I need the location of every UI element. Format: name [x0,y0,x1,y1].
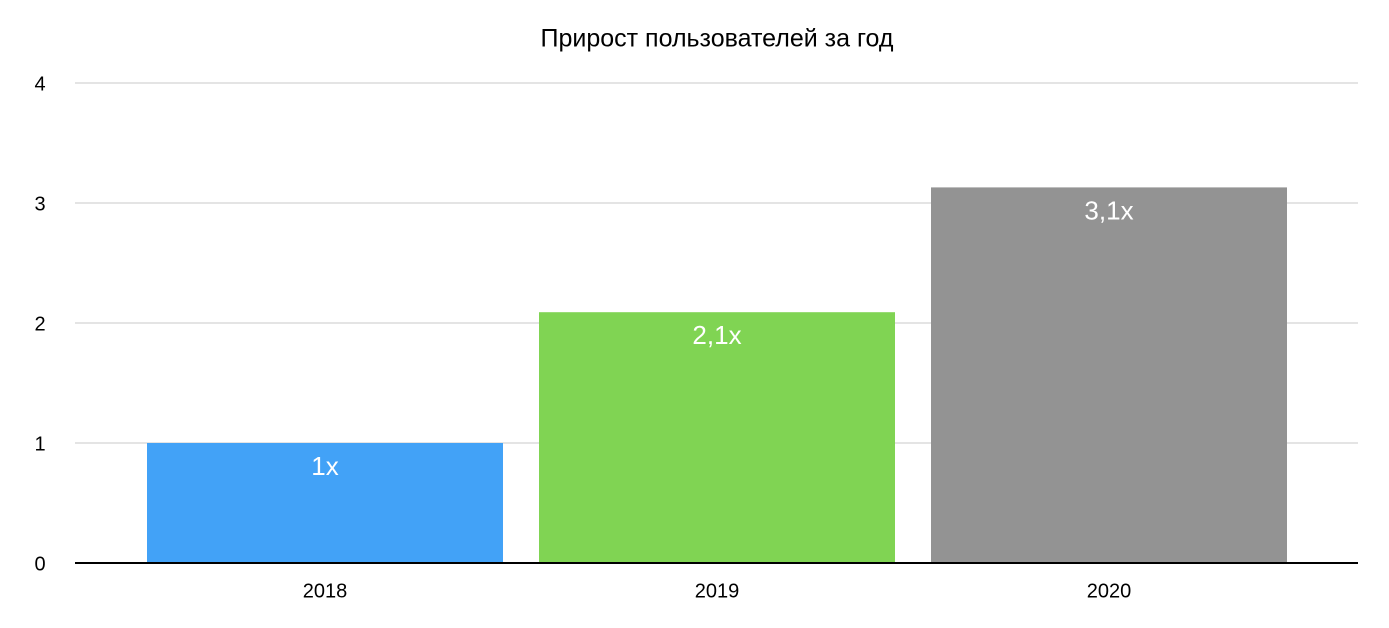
y-tick-label: 0 [34,553,45,575]
x-tick-label: 2020 [1087,580,1132,602]
chart-title: Прирост пользователей за год [541,25,894,53]
value-label: 2,1x [692,320,741,350]
value-label: 3,1x [1084,195,1133,225]
bar [147,443,503,563]
bar [931,187,1287,563]
value-label: 1x [311,451,338,481]
bar [539,312,895,563]
x-tick-label: 2019 [695,580,740,602]
y-tick-label: 4 [34,73,45,95]
y-tick-label: 1 [34,433,45,455]
y-tick-label: 2 [34,313,45,335]
x-tick-label: 2018 [303,580,348,602]
y-tick-label: 3 [34,193,45,215]
